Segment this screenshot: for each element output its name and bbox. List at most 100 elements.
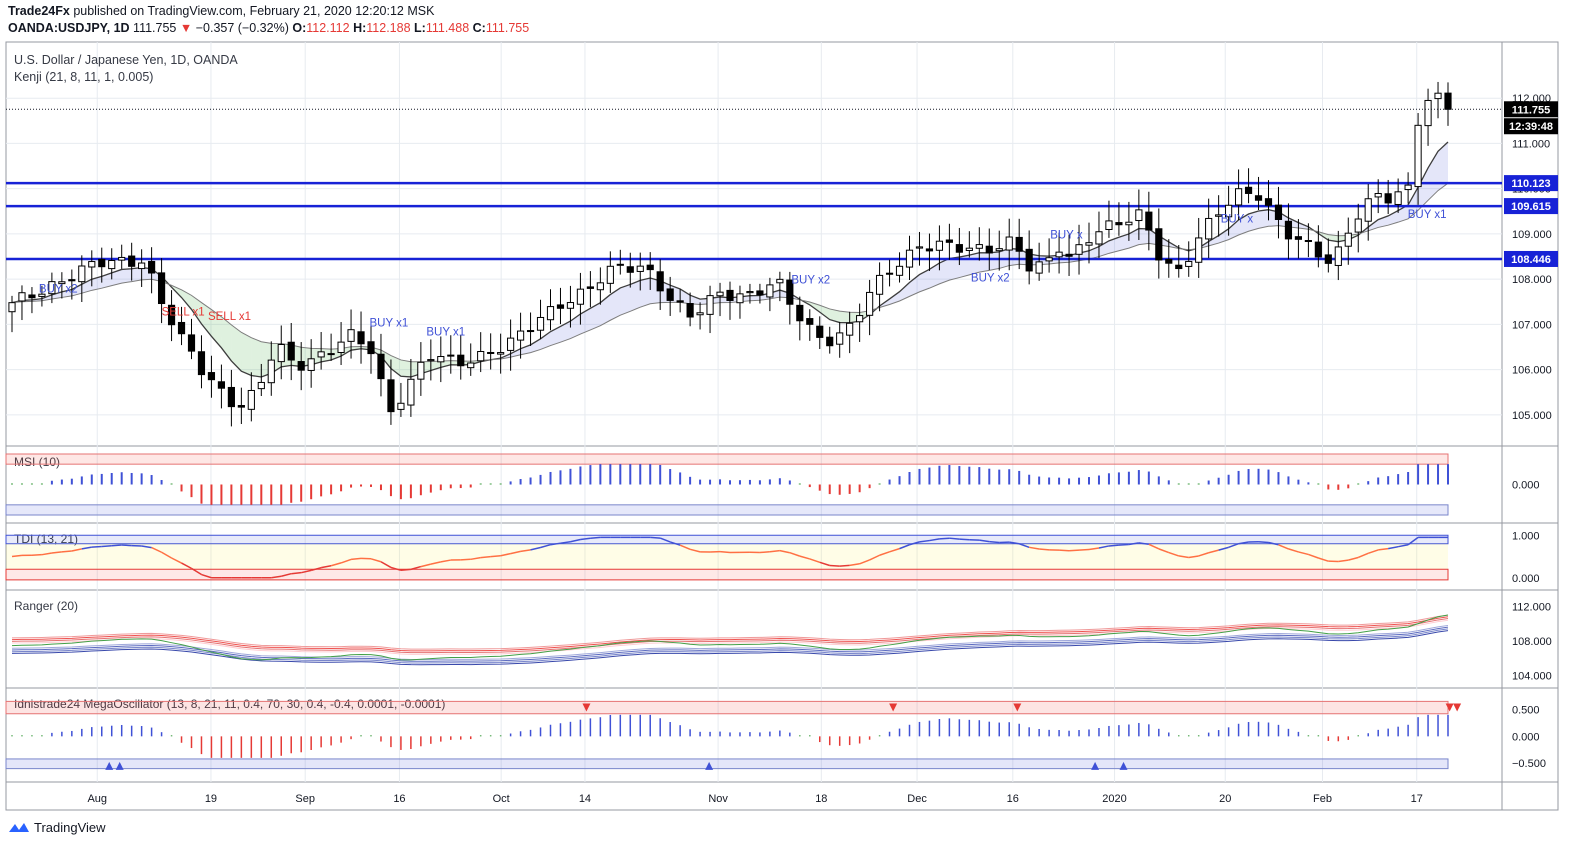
ohlc-header: OANDA:USDJPY, 1D 111.755 ▼ −0.357 (−0.32… [8,21,529,35]
last-price: 111.755 [133,21,177,35]
candle [357,331,365,345]
cloud-segment [1218,228,1229,244]
tdi-line [151,546,162,553]
kenji-cloud [12,141,1448,378]
candle [1135,209,1143,222]
tdi-line [829,564,840,567]
tdi-line [540,543,551,549]
cloud-segment [241,332,252,376]
candle [367,341,375,355]
candle [497,352,505,355]
tdi-line [370,558,382,563]
candle [1434,92,1442,100]
candle [1414,124,1422,188]
x-tick-label: 20 [1219,793,1231,805]
tdi-line [1039,548,1050,551]
candle [28,294,36,299]
candle [726,289,734,301]
cloud-segment [949,257,960,281]
x-tick-label: 16 [393,793,405,805]
cloud-segment [1118,233,1129,251]
tdi-line [420,563,432,568]
candle [287,341,295,361]
cloud-segment [939,258,950,284]
candle [945,239,953,243]
tdi-line [141,545,152,549]
candle [706,295,714,315]
signal-label: BUY x2 [971,272,1010,284]
y-tick-label: 0.000 [1512,731,1540,743]
candle [157,272,166,305]
candle [676,300,684,303]
tdi-line [301,569,312,574]
candle [1324,254,1332,264]
tdi-line [570,538,581,543]
cloud-segment [1089,246,1099,260]
buy-marker-icon [1119,761,1128,770]
tdi-line [839,564,850,567]
candle [427,359,435,362]
tdi-line [789,551,801,557]
candle [935,240,944,251]
candle [955,244,963,253]
tdi-line [1178,555,1189,559]
tdi-line [71,548,82,552]
cloud-segment [829,308,840,323]
candles [8,81,1452,427]
tdi-line [310,566,322,572]
cloud-segment [909,274,920,297]
tdi-line [809,558,820,564]
candle [1045,257,1053,262]
sell-marker-icon [1445,703,1454,712]
mo-upper-band [5,700,1449,715]
tdi-line [480,555,491,559]
cloud-segment [231,324,242,372]
candle [806,318,814,325]
candle [217,381,226,389]
candle [58,281,66,285]
ranger-band-line [11,618,1449,654]
cloud-segment [610,287,621,321]
cloud-segment [400,359,411,377]
tdi-line [759,550,770,554]
tdi-line [959,538,970,541]
level-price-tag [1504,250,1558,267]
candle [1085,242,1093,246]
tdi-line [1138,542,1149,546]
x-tick-label: 2020 [1102,793,1126,805]
candle [48,281,56,295]
candle [736,293,744,304]
candle [1424,99,1432,127]
cloud-segment [1098,240,1109,257]
candle [1374,193,1382,198]
publish-info: published on TradingView.com, February 2… [73,4,435,18]
tdi-line [1288,548,1299,553]
candle [566,302,575,309]
x-tick-label: Dec [907,793,927,805]
tdi-line [191,567,202,576]
tdi-line [949,537,960,540]
tdi-line [1357,552,1369,559]
tdi-line [819,561,830,567]
tdi-line [31,553,42,556]
signal-label: BUY x2 [791,275,830,287]
y-tick-label: 0.000 [1512,480,1540,492]
tdi-line [350,557,362,561]
tdi-line [440,559,451,563]
tdi-line [320,564,332,569]
candle [796,304,804,322]
candle [1075,244,1083,255]
tdi-line [550,542,561,546]
cloud-segment [640,277,651,308]
pane-title: Idnistrade24 MegaOscillator (13, 8, 21, … [14,697,445,711]
tdi-line [1108,544,1119,547]
tdi-line [1318,557,1329,562]
tradingview-logo[interactable]: TradingView [8,820,106,835]
close-value: 111.755 [485,21,530,35]
cloud-segment [1238,214,1249,236]
cloud-segment [191,295,202,324]
candle [337,341,345,354]
candle [885,272,894,275]
y-tick-label: 1.000 [1512,530,1540,542]
